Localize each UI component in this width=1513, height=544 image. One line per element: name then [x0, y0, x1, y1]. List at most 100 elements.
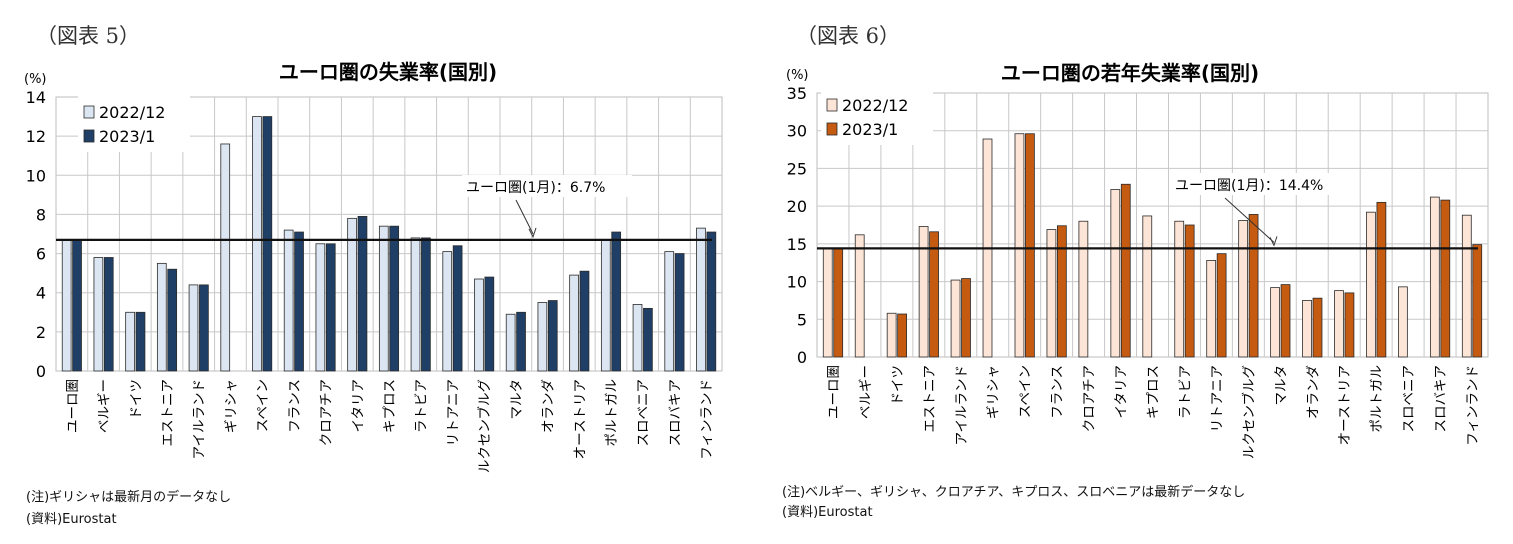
x-tick-label: イタリア [350, 379, 366, 432]
x-tick-label: ルクセンブルグ [476, 379, 493, 473]
youth-unemployment-chart: ユーロ圏の若年失業率(国別) (%) 0 5 10 15 20 25 30 35 ユーロ圏 ベルギード… [786, 61, 1489, 459]
x-tick-label: フランス [1050, 365, 1066, 419]
bar-series1 [854, 234, 865, 358]
bar-series1 [505, 313, 516, 372]
legend-swatch [826, 98, 838, 112]
bar-series1 [156, 262, 167, 372]
x-tick-label: オランダ [1305, 365, 1321, 419]
x-tick-label: ポルトガル [1369, 365, 1385, 433]
figure-label: （図表 6） [796, 24, 901, 48]
bar-series2 [1120, 183, 1131, 358]
bar-series2 [103, 257, 114, 372]
bar-series1 [664, 251, 675, 372]
bar-series1 [125, 311, 135, 372]
y-tick-label: 30 [787, 122, 807, 141]
reference-line-label: ユーロ圏(1月)：6.7% [466, 180, 605, 196]
x-tick-label: リトアニア [1209, 365, 1225, 432]
bar-series2 [547, 300, 558, 372]
x-tick-label: スロバキア [1433, 365, 1449, 433]
bar-series2 [516, 311, 526, 372]
x-tick-label: エストニア [160, 379, 176, 447]
bar-series1 [950, 279, 961, 358]
x-tick-label: オランダ [541, 379, 557, 433]
x-tick-label: アイルランド [192, 379, 208, 459]
bar-series2 [262, 116, 273, 372]
x-tick-label: ユーロ圏 [65, 379, 81, 433]
x-tick-label: オーストリア [572, 379, 588, 459]
bar-series2 [135, 311, 146, 372]
bar-series2 [72, 239, 82, 372]
x-tick-label: ポルトガル [604, 379, 620, 447]
bar-series1 [220, 143, 231, 372]
annotation-arrowhead [1269, 236, 1278, 247]
bar-series2 [1472, 244, 1483, 358]
chart-panel-5: （図表 5） ユーロ圏の失業率(国別) (%) 0 2 4 6 8 10 12 14 ユーロ圏 ベルギ… [24, 24, 723, 527]
bar-series1 [1366, 211, 1376, 358]
x-tick-label: アイルランド [954, 365, 970, 445]
chart-note: (注)ギリシャは最新月のデータなし [26, 490, 232, 505]
y-tick-label: 15 [787, 235, 807, 254]
x-tick-label: ベルギー [97, 379, 113, 433]
bar-series2 [611, 231, 622, 372]
x-tick-label: ギリシャ [986, 365, 1002, 419]
bar-series1 [378, 225, 389, 372]
y-tick-label: 0 [36, 362, 46, 381]
annotation-leader [1224, 197, 1275, 243]
annotation-arrowhead [528, 227, 537, 239]
bar-series1 [1334, 290, 1344, 358]
x-tick-label: フィンランド [699, 379, 715, 460]
x-tick-label: ラトビア [1177, 365, 1193, 419]
bar-series1 [1398, 286, 1408, 358]
x-tick-label: マルタ [509, 379, 525, 420]
y-axis-unit: (%) [786, 68, 809, 83]
bar-series1 [1078, 220, 1089, 358]
x-tick-label: クロアチア [319, 379, 335, 446]
x-tick-label: ユーロ圏 [826, 365, 842, 419]
bar-series1 [1014, 133, 1025, 358]
bar-series2 [484, 276, 495, 372]
bar-series1 [188, 284, 199, 372]
y-tick-label: 14 [26, 88, 46, 107]
bar-series1 [1142, 215, 1153, 358]
bar-series1 [1046, 229, 1057, 358]
bar-series2 [833, 247, 844, 358]
bar-series2 [1025, 133, 1035, 358]
bar-series1 [696, 227, 706, 372]
bar-series1 [886, 312, 897, 358]
bar-series1 [569, 274, 579, 372]
y-tick-label: 10 [26, 166, 46, 185]
chart-source: (資料)Eurostat [782, 505, 873, 520]
y-tick-label: 6 [36, 245, 46, 264]
x-tick-label: オーストリア [1337, 365, 1353, 445]
y-tick-label: 35 [787, 84, 807, 103]
x-tick-label: キプロス [382, 379, 398, 433]
bar-series1 [1270, 287, 1280, 358]
bar-series1 [93, 257, 104, 372]
bar-series1 [410, 237, 421, 372]
chart-source: (資料)Eurostat [26, 512, 117, 527]
y-axis-unit: (%) [24, 72, 47, 87]
legend-label: 2022/12 [99, 103, 165, 122]
annotation-background [1171, 173, 1349, 195]
bar-series1 [1206, 260, 1217, 358]
bar-series1 [347, 217, 357, 372]
x-tick-label: リトアニア [445, 379, 461, 446]
bar-series2 [452, 245, 463, 372]
y-tick-label: 2 [36, 323, 46, 342]
bar-series2 [1248, 214, 1259, 358]
y-tick-label: 0 [797, 348, 807, 367]
legend-label: 2022/12 [842, 96, 908, 115]
x-tick-label: ベルギー [858, 365, 874, 419]
bar-series1 [252, 116, 262, 372]
bar-series2 [961, 278, 971, 358]
x-tick-label: ルクセンブルグ [1240, 365, 1257, 459]
bar-series1 [537, 302, 548, 372]
legend-label: 2023/1 [99, 127, 155, 146]
unemployment-chart: ユーロ圏の失業率(国別) (%) 0 2 4 6 8 10 12 14 ユーロ圏 ベルギー ドイツ エスト… [24, 60, 723, 473]
bar-series2 [421, 237, 431, 372]
x-tick-label: エストニア [922, 365, 938, 433]
bar-series2 [1440, 199, 1451, 358]
bar-series1 [61, 239, 72, 372]
bar-series2 [357, 215, 368, 372]
legend-swatch [83, 105, 95, 119]
